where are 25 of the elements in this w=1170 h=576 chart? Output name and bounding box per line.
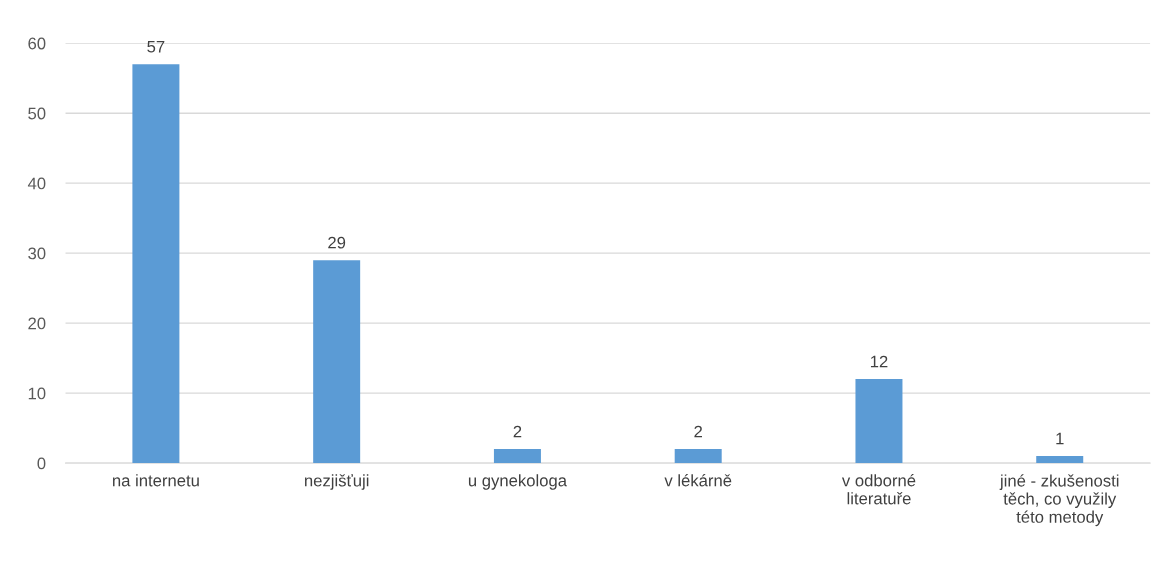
- bar: [493, 449, 541, 464]
- y-tick-label: 50: [28, 107, 46, 120]
- x-tick-label: u gynekologa: [468, 474, 568, 490]
- bar: [132, 64, 180, 464]
- data-label: 2: [694, 425, 702, 438]
- y-tick-label: 10: [28, 387, 46, 400]
- data-label: 29: [328, 236, 346, 249]
- y-tick-label: 30: [28, 247, 46, 260]
- x-tick-label: na internetu: [113, 474, 199, 487]
- x-tick-label: jiné - zkušenosti těch, co využily této metody: [999, 474, 1119, 527]
- x-tick-label: v lékárně: [664, 474, 732, 487]
- bar: [674, 449, 722, 464]
- bar: [313, 260, 361, 464]
- y-tick-label: 40: [27, 177, 46, 190]
- data-label: 2: [513, 425, 522, 438]
- data-label: 12: [870, 355, 888, 368]
- x-tick-label: nezjišťuji: [305, 474, 369, 490]
- y-tick-label: 20: [28, 317, 46, 330]
- x-tick-label: v odborné literatuře: [841, 474, 916, 505]
- data-label: 1: [1056, 432, 1064, 445]
- bar: [855, 379, 903, 464]
- bar: [1036, 456, 1084, 464]
- y-tick-label: 0: [37, 457, 46, 470]
- data-label: 57: [147, 40, 165, 53]
- y-tick-label: 60: [28, 37, 46, 50]
